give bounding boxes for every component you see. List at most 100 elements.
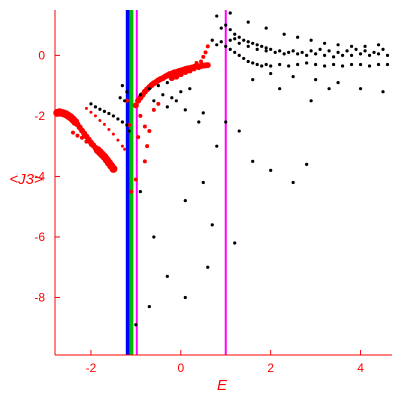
data-point [183, 108, 187, 112]
data-point [349, 62, 354, 67]
data-point [224, 44, 228, 48]
data-point [246, 59, 250, 64]
data-point [93, 114, 97, 118]
data-point [264, 49, 268, 53]
data-point [70, 130, 75, 135]
data-point [237, 53, 241, 57]
data-point [138, 189, 142, 194]
data-point [125, 90, 129, 94]
data-point [151, 107, 156, 112]
data-point [305, 162, 309, 166]
data-point [296, 62, 300, 67]
data-point [305, 61, 309, 65]
data-point [97, 151, 102, 156]
data-point [349, 53, 354, 57]
data-point [287, 50, 291, 54]
data-point [194, 60, 199, 65]
data-point [323, 53, 327, 57]
data-point [246, 40, 250, 44]
data-point [336, 43, 340, 47]
data-point [145, 144, 150, 149]
data-point [291, 49, 295, 53]
data-point [287, 64, 291, 68]
data-point [111, 114, 116, 118]
data-point [228, 47, 232, 51]
data-point [98, 118, 102, 122]
data-point [224, 23, 228, 27]
data-point [376, 43, 381, 47]
data-point [367, 53, 372, 57]
data-point [246, 44, 250, 48]
data-point [381, 47, 385, 51]
data-point [314, 52, 318, 56]
data-point [147, 304, 151, 309]
data-point [264, 26, 268, 30]
data-point [264, 46, 268, 50]
data-point [233, 37, 237, 41]
data-point [327, 49, 331, 53]
data-point [186, 67, 193, 74]
data-point [201, 54, 206, 59]
data-point [120, 84, 124, 88]
data-point [309, 38, 313, 42]
data-point [201, 111, 205, 115]
data-points [53, 11, 390, 327]
data-point [203, 50, 208, 55]
data-point [323, 41, 327, 45]
data-point [165, 105, 169, 109]
data-point [237, 41, 241, 45]
data-point [116, 138, 120, 142]
data-point [237, 129, 241, 133]
data-point [376, 52, 381, 56]
data-point [88, 142, 93, 147]
data-point [381, 90, 385, 94]
data-point [269, 71, 273, 76]
data-point [188, 87, 192, 91]
data-point [89, 110, 93, 114]
data-point [93, 147, 98, 152]
data-point [331, 62, 336, 67]
x-tick-label: -2 [86, 361, 97, 375]
data-point [183, 295, 187, 300]
data-point [116, 117, 120, 121]
data-point [136, 135, 141, 140]
data-point [296, 52, 300, 56]
data-point [138, 113, 143, 118]
data-point [358, 62, 363, 67]
data-point [215, 14, 219, 18]
data-point [264, 62, 268, 67]
data-point [173, 73, 180, 80]
data-point [161, 93, 165, 97]
data-point [84, 106, 88, 110]
data-point [323, 64, 327, 68]
data-point [165, 81, 169, 85]
data-point [98, 107, 102, 111]
data-point [215, 144, 219, 148]
data-point [89, 102, 93, 106]
data-point [228, 11, 232, 15]
data-point [251, 61, 255, 65]
data-point [242, 56, 246, 61]
data-point [205, 44, 210, 49]
data-point [336, 81, 340, 85]
data-point [305, 53, 309, 57]
ticks: -2 0 2 4 0 -2 -4 -6 -8 [34, 48, 364, 375]
data-point [233, 32, 237, 36]
data-point [152, 235, 156, 239]
x-tick-label: 2 [267, 361, 274, 375]
axes [54, 10, 392, 356]
data-point [278, 49, 282, 53]
data-point [242, 38, 246, 42]
data-point [255, 43, 259, 47]
data-point [282, 32, 286, 36]
data-point [340, 53, 345, 57]
data-point [152, 99, 156, 103]
data-point [260, 44, 264, 48]
data-point [133, 177, 138, 182]
data-point [367, 64, 372, 68]
data-point [291, 180, 295, 185]
data-point [210, 223, 214, 227]
data-point [107, 111, 111, 116]
